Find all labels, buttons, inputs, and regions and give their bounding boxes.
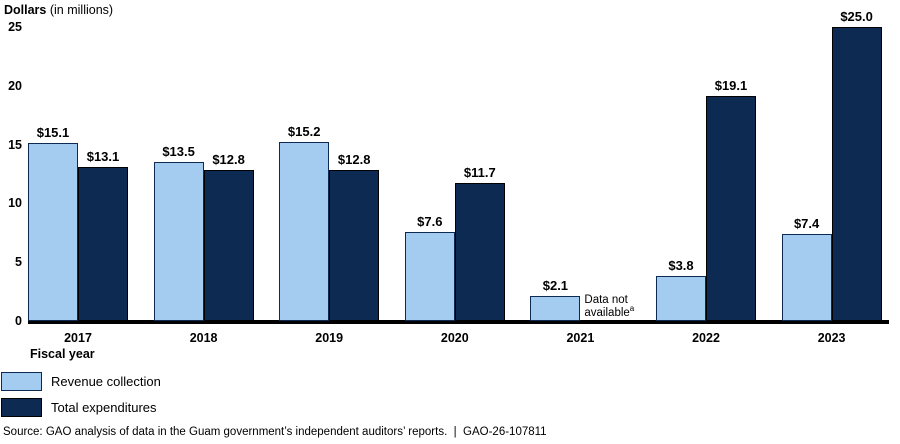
bar-revenue-2019 bbox=[279, 142, 330, 321]
missing-data-note: Data not availablea bbox=[584, 294, 635, 319]
chart-title-units: (in millions) bbox=[46, 3, 114, 17]
x-tick-2023: 2023 bbox=[817, 331, 846, 345]
x-tick-2018: 2018 bbox=[189, 331, 218, 345]
bar-label-expenditures-2022: $19.1 bbox=[714, 78, 748, 94]
bar-label-expenditures-2017: $13.1 bbox=[86, 148, 120, 164]
bar-expenditures-2022 bbox=[706, 96, 756, 321]
bar-label-revenue-2019: $15.2 bbox=[287, 124, 321, 140]
bar-label-revenue-2021: $2.1 bbox=[542, 278, 569, 294]
bar-revenue-2020 bbox=[404, 231, 455, 321]
x-tick-2017: 2017 bbox=[64, 331, 92, 345]
x-tick-2021: 2021 bbox=[566, 331, 595, 345]
bar-label-revenue-2017: $15.1 bbox=[36, 125, 70, 141]
bar-label-expenditures-2023: $25.0 bbox=[840, 9, 873, 24]
x-axis-title: Fiscal year bbox=[30, 347, 95, 361]
bar-expenditures-2023 bbox=[831, 27, 882, 321]
bar-revenue-2023 bbox=[781, 233, 832, 321]
y-tick-0: 0 bbox=[15, 314, 22, 328]
bar-expenditures-2020 bbox=[454, 183, 505, 321]
legend-label-expenditures: Total expenditures bbox=[51, 400, 157, 415]
legend-swatch-expenditures bbox=[1, 398, 42, 417]
y-tick-20: 20 bbox=[8, 78, 22, 93]
bar-revenue-2021 bbox=[530, 296, 581, 321]
bar-expenditures-2017 bbox=[78, 166, 128, 321]
chart-title: Dollars (in millions) bbox=[4, 3, 113, 17]
bar-revenue-2022 bbox=[656, 276, 706, 321]
bar-label-revenue-2020: $7.6 bbox=[417, 213, 443, 229]
y-tick-5: 5 bbox=[15, 255, 22, 270]
x-tick-2022: 2022 bbox=[692, 331, 720, 345]
bar-label-expenditures-2020: $11.7 bbox=[463, 165, 496, 181]
x-tick-2019: 2019 bbox=[315, 331, 344, 345]
x-axis-line bbox=[28, 320, 889, 324]
bar-revenue-2017 bbox=[28, 143, 78, 321]
bar-expenditures-2019 bbox=[329, 170, 380, 321]
bar-expenditures-2018 bbox=[203, 170, 254, 321]
bar-label-expenditures-2018: $12.8 bbox=[212, 152, 245, 168]
chart-title-bold: Dollars bbox=[4, 3, 47, 17]
bar-label-revenue-2018: $13.5 bbox=[162, 144, 195, 160]
bar-label-revenue-2022: $3.8 bbox=[668, 258, 694, 274]
source-note: Source: GAO analysis of data in the Guam… bbox=[3, 426, 547, 438]
y-tick-25: 25 bbox=[8, 20, 22, 34]
legend-swatch-revenue bbox=[1, 372, 42, 391]
x-tick-2020: 2020 bbox=[440, 331, 469, 345]
bar-revenue-2018 bbox=[153, 162, 204, 321]
y-tick-15: 15 bbox=[8, 137, 22, 152]
legend-label-revenue: Revenue collection bbox=[51, 374, 161, 389]
bar-label-revenue-2023: $7.4 bbox=[793, 215, 820, 231]
y-tick-10: 10 bbox=[8, 196, 22, 211]
bar-label-expenditures-2019: $12.8 bbox=[337, 152, 371, 168]
